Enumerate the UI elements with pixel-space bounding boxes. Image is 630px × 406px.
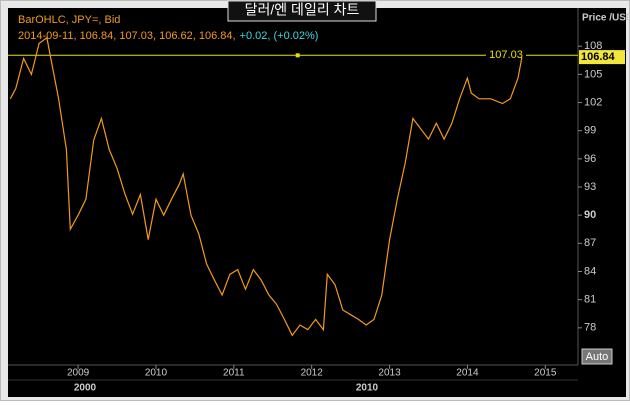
y-tick-label: 96	[584, 153, 596, 165]
reference-label-bg	[486, 48, 526, 62]
y-tick-label: 105	[584, 68, 602, 80]
y-tick-label: 78	[584, 322, 596, 334]
legend-ohlc: 2014-09-11, 106.84, 107.03, 106.62, 106.…	[18, 30, 236, 42]
y-tick-label: 84	[584, 265, 596, 277]
auto-button-label[interactable]: Auto	[586, 351, 609, 363]
chart-background	[8, 8, 626, 397]
y-tick-label: 87	[584, 237, 596, 249]
last-price-box	[579, 50, 625, 65]
x-tick-label: 2010	[145, 368, 168, 379]
x-tick-label: 2012	[301, 368, 324, 379]
last-price-label: 106.84	[581, 51, 616, 63]
y-tick-label: 108	[584, 40, 602, 52]
x-tick-label: 2011	[223, 368, 245, 379]
y-tick-label: 93	[584, 181, 596, 193]
legend-series: BarOHLC, JPY=, Bid	[18, 14, 120, 26]
x-tick-label: 2013	[378, 368, 401, 379]
legend-change: +0.02, (+0.02%)	[240, 30, 319, 42]
price-line	[9, 36, 523, 337]
reference-marker	[295, 53, 300, 58]
chart-title: 달러/엔 데일리 차트	[245, 2, 360, 18]
x-tick-label: 2009	[67, 368, 90, 379]
y-tick-label: 99	[584, 125, 596, 137]
reference-label: 107.03	[489, 49, 523, 61]
auto-button[interactable]	[581, 348, 613, 365]
era-label: 2000	[74, 383, 97, 394]
era-label: 2010	[356, 383, 379, 394]
y-tick-label: 90	[584, 209, 596, 221]
y-tick-label: 81	[584, 294, 596, 306]
title-box	[227, 0, 377, 22]
x-tick-label: 2015	[534, 368, 557, 379]
x-tick-label: 2014	[456, 368, 479, 379]
axis-label: Price /USD	[582, 13, 630, 24]
y-tick-label: 102	[584, 96, 602, 108]
